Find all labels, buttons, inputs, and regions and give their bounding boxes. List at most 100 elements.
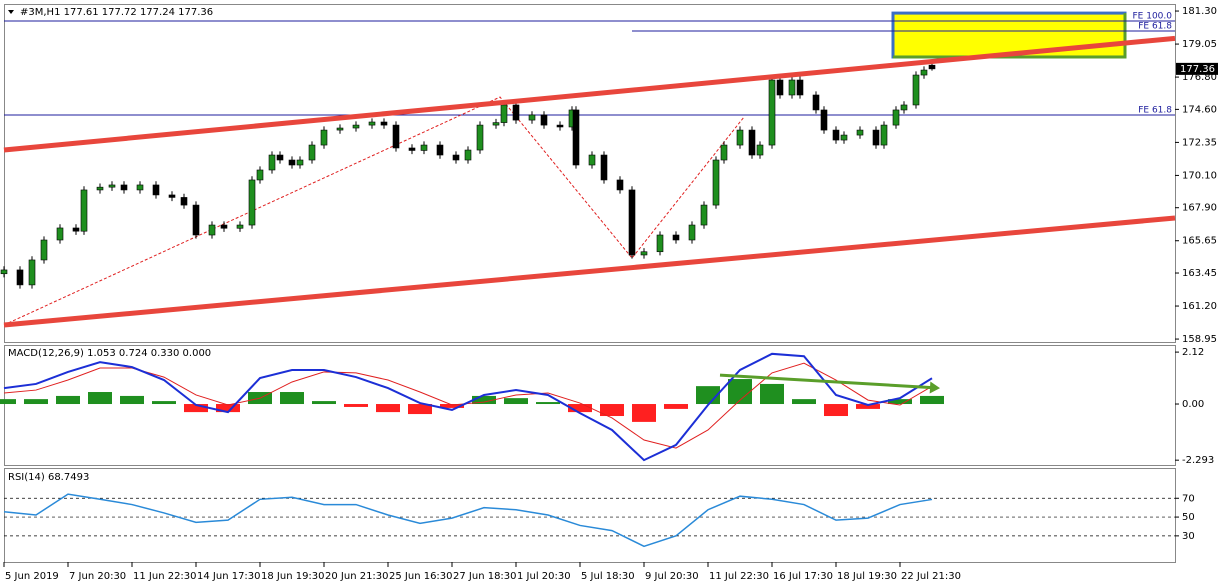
histogram-bar [472,395,496,405]
histogram-bar [792,399,816,405]
candle-body [928,64,936,70]
histogram-bar [120,395,144,405]
candle-body [872,129,880,146]
candle-body [700,204,708,226]
histogram-bar [56,395,80,405]
candle-body [220,224,228,229]
current-price: 177.36 [1180,64,1215,75]
y-tick-label: -2.293 [1182,455,1214,466]
divergence-arrow [719,373,933,390]
candle-body [120,184,128,191]
x-tick-label: 27 Jun 18:30 [453,571,517,582]
candle-body [572,109,580,166]
target-zone [891,11,1127,59]
candle-body [628,189,636,256]
candle-body [736,129,744,146]
candle-body [256,169,264,181]
candle-body [476,124,484,151]
x-tick-label: 25 Jun 16:30 [389,571,453,582]
candle-body [392,124,400,149]
rsi-panel [4,468,1176,563]
candle-body [656,234,664,253]
histogram-bar [0,399,16,405]
y-tick-label: 30 [1182,531,1195,542]
candle-body [108,184,116,188]
y-tick-label: 50 [1182,512,1195,523]
y-tick-label: 161.20 [1182,301,1217,312]
y-tick-label: 158.95 [1182,334,1217,345]
histogram-bar [408,404,432,415]
candle-body [920,69,928,76]
y-tick-label: 176.80 [1182,72,1217,83]
rsi-line [3,493,933,548]
histogram-bar [568,404,592,413]
candle-body [236,224,244,229]
candle-body [672,234,680,241]
candle-body [768,79,776,146]
histogram-bar [536,402,560,405]
candle-body [408,147,416,151]
candle-body [748,129,756,156]
candle-body [812,94,820,111]
x-tick-label: 16 Jul 17:30 [773,571,833,582]
candle-body [276,154,284,161]
histogram-bar [760,383,784,405]
candle-body [180,197,188,206]
fibo-label: FE 100.0 [1133,12,1173,22]
candle-body [208,224,216,236]
histogram-bar [376,404,400,413]
candle-body [756,144,764,156]
candle-body [288,159,296,166]
x-tick-label: 1 Jul 20:30 [517,571,571,582]
candle-body [720,144,728,161]
candle-body [688,224,696,241]
candle-body [268,154,276,171]
histogram-bar [632,404,656,422]
candle-body [832,129,840,141]
candle-body [420,144,428,151]
candle-body [588,154,596,166]
candle-body [96,186,104,191]
candle-body [72,227,80,232]
candle-body [600,154,608,181]
histogram-bar [216,404,240,413]
histogram-bar [856,404,880,409]
price-panel [4,4,1176,343]
candle-body [436,144,444,156]
menu-arrow[interactable] [8,10,14,14]
y-tick-label: 0.00 [1182,399,1204,410]
candle-body [892,109,900,126]
x-tick-label: 20 Jun 21:30 [325,571,389,582]
y-tick-label: 174.60 [1182,104,1217,115]
chart-title: #3M,H1 177.61 177.72 177.24 177.36 [20,7,213,18]
candle-body [512,104,520,121]
histogram-bar [888,399,912,405]
candle-body [796,79,804,96]
candle-body [80,189,88,232]
candle-body [380,121,388,126]
x-tick-label: 18 Jun 19:30 [261,571,325,582]
candle-body [152,184,160,196]
candle-body [168,194,176,198]
candle-body [452,154,460,161]
x-tick-label: 22 Jul 21:30 [901,571,961,582]
y-tick-label: 167.90 [1182,203,1217,214]
x-tick-label: 7 Jun 20:30 [69,571,126,582]
candle-body [136,184,144,191]
histogram-bar [88,392,112,405]
candle-body [352,124,360,129]
y-tick-label: 170.10 [1182,170,1217,181]
candle-body [820,109,828,131]
trendline [3,35,1176,153]
histogram-bar [344,404,368,407]
price-box [1176,62,1218,75]
candle-body [640,251,648,256]
x-tick-label: 5 Jul 18:30 [581,571,635,582]
histogram-bar [504,398,528,405]
candle-body [16,269,24,286]
y-tick-label: 181.30 [1182,6,1217,17]
y-tick-label: 165.65 [1182,236,1217,247]
x-tick-label: 11 Jul 22:30 [709,571,769,582]
candle-body [248,179,256,226]
trendline [3,215,1176,328]
